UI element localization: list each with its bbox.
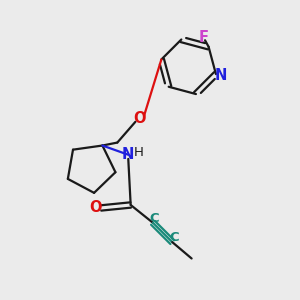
Text: C: C — [150, 212, 159, 225]
Text: O: O — [133, 111, 146, 126]
Text: O: O — [89, 200, 101, 215]
Text: H: H — [134, 146, 144, 160]
Text: F: F — [198, 30, 208, 45]
Text: C: C — [169, 231, 178, 244]
Text: N: N — [215, 68, 227, 83]
Text: N: N — [122, 147, 134, 162]
